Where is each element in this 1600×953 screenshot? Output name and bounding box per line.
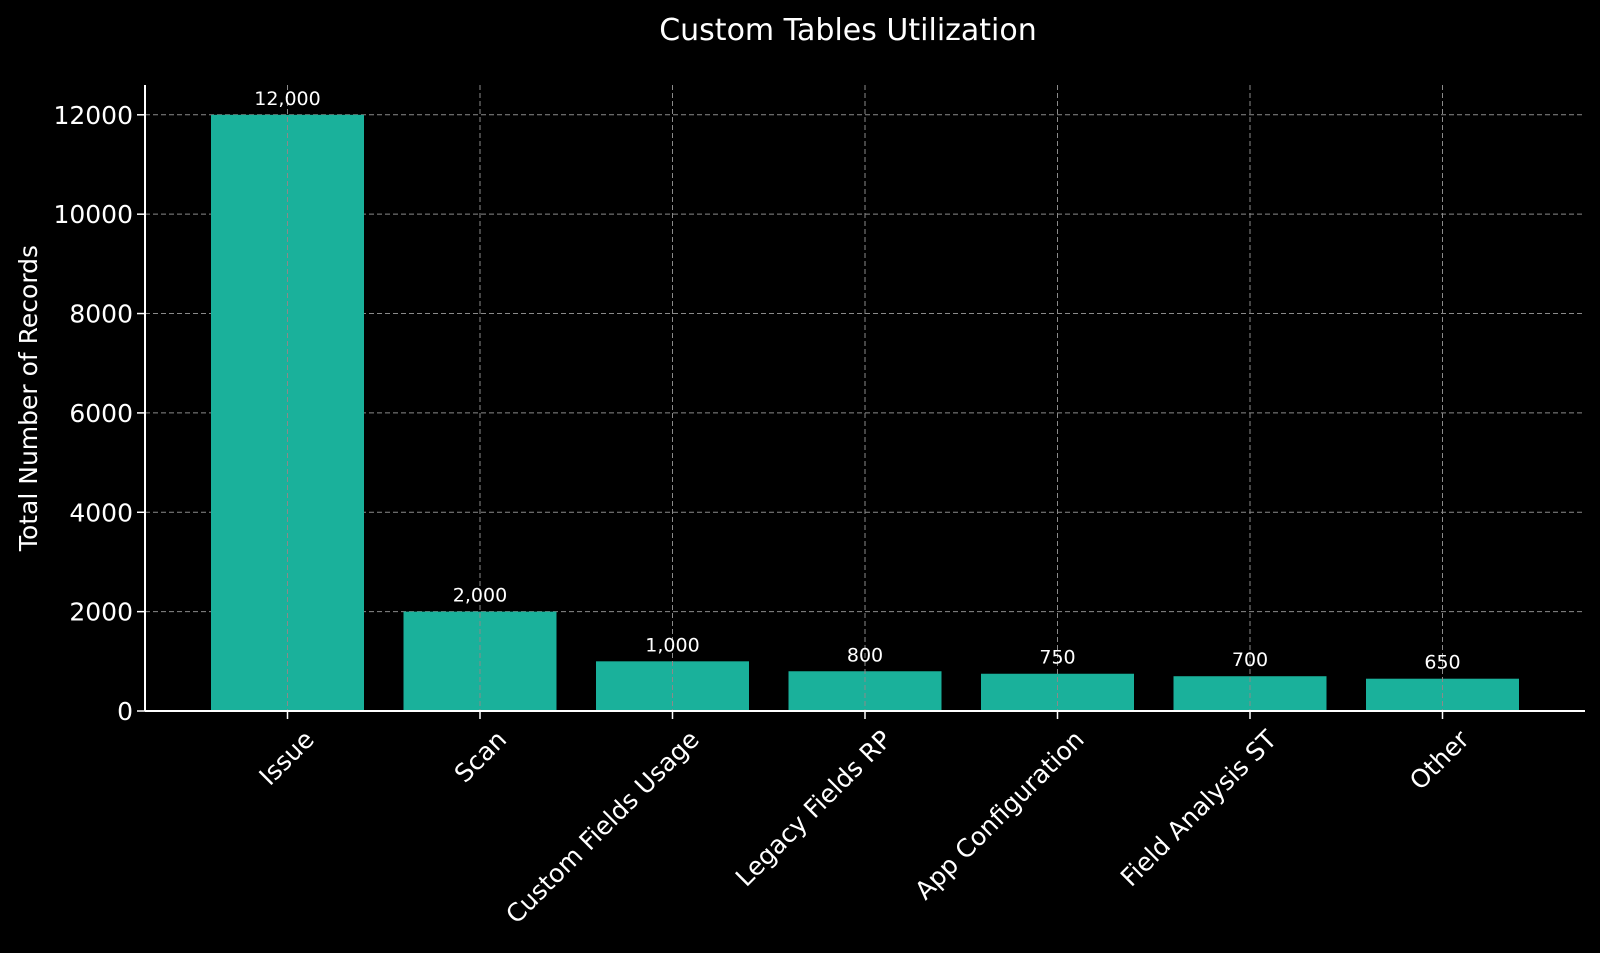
data-labels: 12,000 2,000 1,000 800 750 700 650 [254, 88, 1460, 674]
x-tick-label: Field Analysis ST [1115, 724, 1283, 892]
x-tick-label: Legacy Fields RP [730, 725, 897, 892]
y-tick-label: 4000 [69, 498, 133, 527]
y-tick-label: 2000 [69, 598, 133, 627]
data-label: 2,000 [453, 585, 507, 607]
y-tick-label: 8000 [69, 300, 133, 329]
data-label: 12,000 [254, 88, 320, 110]
y-tick-label: 6000 [69, 399, 133, 428]
x-tick-label: App Configuration [909, 725, 1090, 906]
y-tick-label: 10000 [53, 200, 133, 229]
data-label: 650 [1424, 652, 1460, 674]
y-tick-labels: 0 2000 4000 6000 8000 10000 12000 [53, 101, 145, 726]
data-label: 1,000 [645, 634, 699, 656]
x-tick-label: Scan [449, 725, 512, 788]
data-label: 750 [1039, 647, 1075, 669]
x-tick-label: Other [1404, 724, 1475, 795]
y-axis-label: Total Number of Records [14, 245, 43, 552]
x-tick-label: Issue [254, 725, 320, 791]
chart-title: Custom Tables Utilization [659, 13, 1037, 48]
data-label: 800 [847, 644, 883, 666]
y-tick-label: 0 [117, 697, 133, 726]
vertical-gridlines [287, 85, 1443, 711]
data-label: 700 [1232, 649, 1268, 671]
x-tick-label: Custom Fields Usage [500, 725, 705, 930]
y-tick-label: 12000 [53, 101, 133, 130]
